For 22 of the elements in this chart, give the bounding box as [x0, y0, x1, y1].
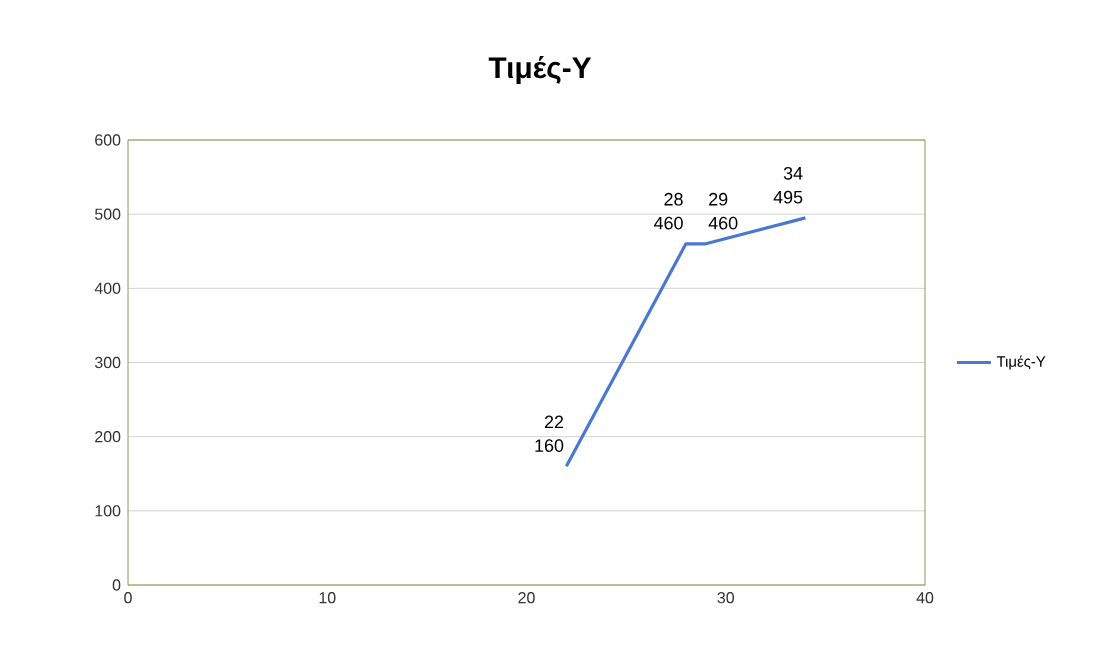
- data-label: 460: [654, 216, 683, 230]
- annotation: 28: [664, 192, 683, 206]
- data-label: 495: [773, 190, 803, 204]
- y-tick-label: 100: [95, 505, 121, 517]
- annotation: 29: [709, 192, 728, 206]
- legend-label: Τιμές-Υ: [996, 355, 1046, 370]
- y-tick-label: 0: [112, 579, 121, 591]
- data-label: 460: [708, 216, 738, 230]
- y-tick-label: 500: [94, 208, 121, 220]
- y-tick-label: 200: [95, 431, 121, 443]
- annotation: 22: [544, 415, 564, 429]
- x-tick-label: 40: [916, 592, 934, 604]
- x-tick-label: 20: [518, 592, 535, 604]
- chart-title: Τιμές-Υ: [488, 55, 592, 85]
- data-label: 160: [535, 439, 564, 452]
- x-tick-label: 0: [124, 592, 132, 604]
- x-tick-label: 30: [717, 592, 734, 604]
- y-tick-label: 300: [94, 356, 121, 369]
- x-tick-label: 10: [319, 592, 336, 604]
- y-tick-label: 600: [95, 134, 121, 146]
- y-tick-label: 400: [94, 282, 121, 294]
- annotation: 34: [783, 166, 803, 180]
